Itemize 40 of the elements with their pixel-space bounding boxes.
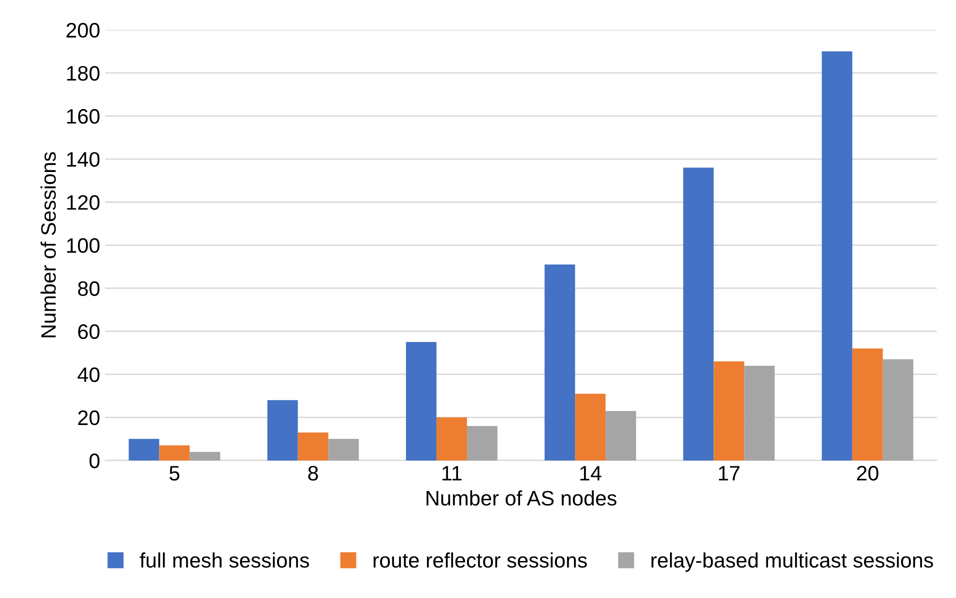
x-axis-title: Number of AS nodes [426, 490, 616, 506]
bar [436, 417, 467, 460]
y-tick-label: 120 [67, 195, 100, 210]
y-tick-label: 0 [90, 453, 100, 468]
x-tick-label: 11 [442, 466, 462, 480]
bar [190, 452, 220, 460]
x-tick-label: 8 [308, 466, 318, 481]
bar [406, 342, 436, 460]
y-tick-label: 40 [78, 367, 100, 382]
y-tick-label: 200 [66, 22, 100, 38]
bar [882, 359, 914, 460]
y-tick-label: 180 [67, 66, 100, 81]
y-tick-label: 100 [67, 238, 100, 253]
bar [683, 168, 714, 460]
bar [575, 394, 606, 460]
y-tick-label: 140 [67, 152, 100, 167]
bar [159, 445, 190, 460]
bar [606, 410, 636, 460]
bar [267, 400, 298, 460]
y-tick-label: 160 [67, 109, 100, 124]
legend-label: relay-based multicast sessions [651, 552, 934, 572]
legend-label: full mesh sessions [140, 552, 309, 568]
bar [466, 426, 498, 460]
bar [714, 361, 744, 460]
bar [744, 366, 775, 460]
y-tick-label: 80 [78, 281, 100, 296]
y-axis-title: Number of Sessions [40, 152, 56, 338]
y-tick-label: 20 [78, 410, 100, 426]
y-tick-label: 60 [78, 324, 100, 340]
bar [544, 264, 576, 460]
bar [128, 438, 160, 460]
legend-label: route reflector sessions [374, 552, 587, 568]
x-tick-label: 20 [857, 466, 878, 481]
x-tick-label: 17 [718, 466, 740, 480]
bar [822, 51, 852, 460]
bar [298, 432, 328, 460]
bar [328, 438, 359, 460]
x-tick-label: 14 [580, 466, 602, 480]
x-tick-label: 5 [170, 466, 180, 481]
bar [852, 348, 883, 460]
